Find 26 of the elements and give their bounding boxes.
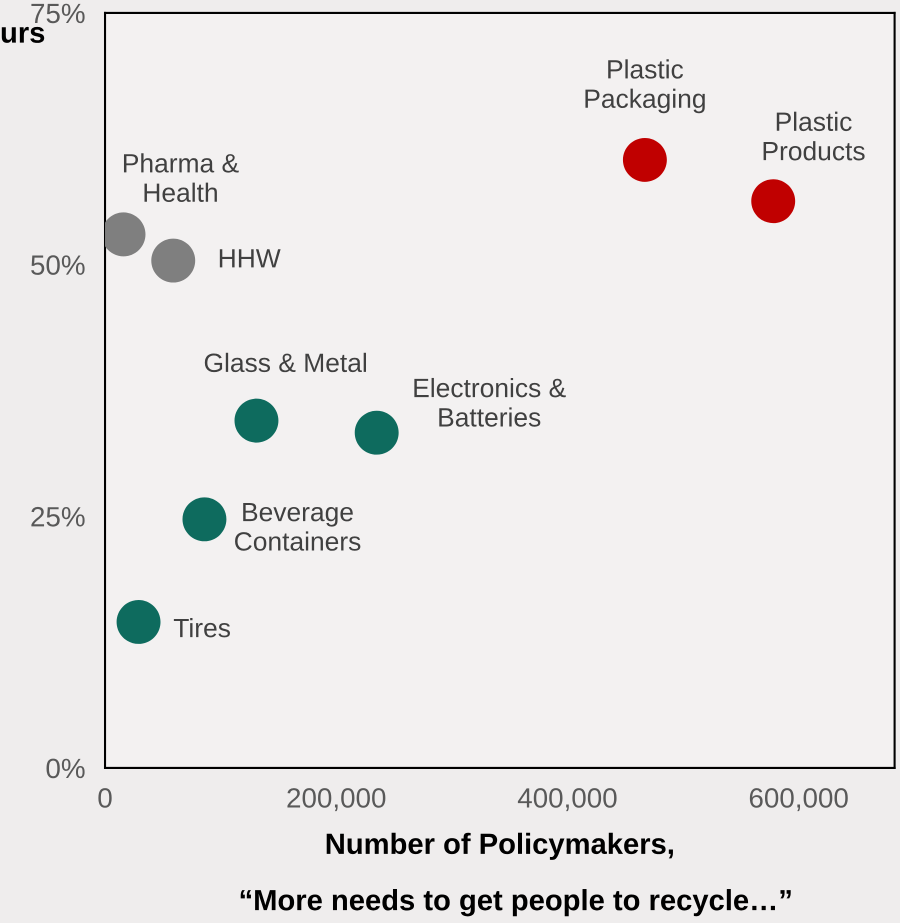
point (151, 238, 196, 283)
x-tick-label: 0 (98, 788, 112, 808)
point (751, 179, 796, 224)
x-tick-label: 400,000 (518, 788, 617, 812)
annotation: Pharma & Health (124, 153, 239, 202)
y-tick-label: 25% (31, 506, 85, 527)
x-tick-label: 200,000 (287, 788, 386, 812)
annotation: Beverage Containers (235, 502, 360, 551)
point (622, 138, 667, 182)
annotation: Plastic Packaging (585, 59, 705, 114)
annotation: Electronics & Batteries (414, 378, 566, 427)
point (354, 410, 399, 455)
annotation: Plastic Products (764, 112, 865, 160)
y-axis-title: urs (2, 26, 44, 43)
annotation: Glass & Metal (204, 352, 366, 372)
point (234, 398, 278, 443)
y-tick-label: 50% (31, 255, 85, 275)
y-tick-label: 0% (46, 758, 85, 778)
text: “More needs to get people to recycle…” (240, 889, 791, 916)
annotation: Tires (174, 618, 230, 638)
point (182, 497, 226, 542)
x-axis-title: Number of Policymakers, (326, 832, 673, 860)
annotation: HHW (220, 249, 281, 268)
x-tick-label: 600,000 (750, 788, 848, 812)
y-tick-label: 75% (31, 4, 85, 24)
point (116, 600, 161, 644)
